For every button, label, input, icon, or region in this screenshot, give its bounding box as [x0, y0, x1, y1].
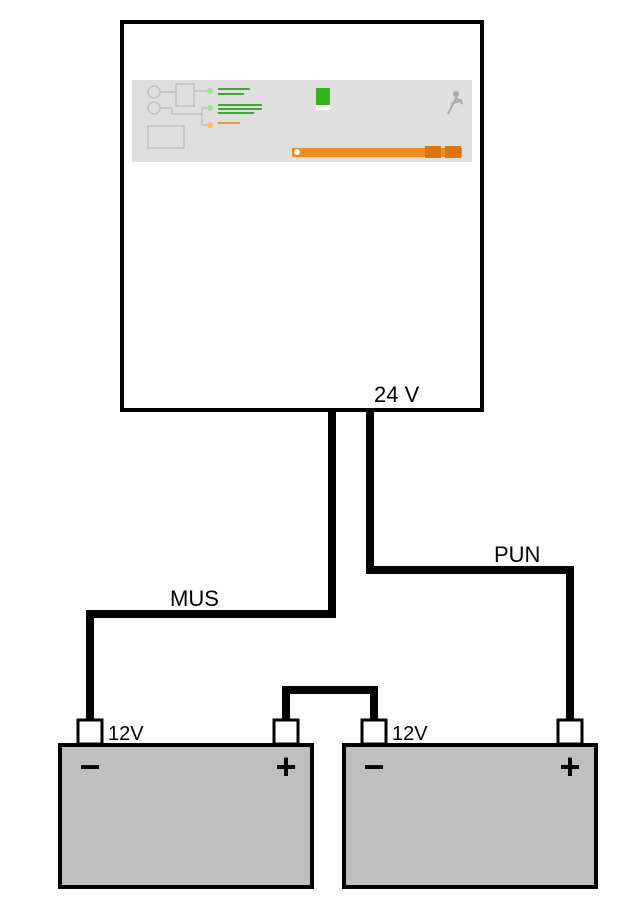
battery-2-pos-terminal	[558, 720, 582, 744]
neg-wire-label: MUS	[170, 586, 219, 611]
pos-wire-label: PUN	[494, 542, 540, 567]
negative-wire	[90, 410, 332, 720]
battery-2-pos-symbol: +	[559, 746, 580, 787]
wiring-diagram: 24 VMUSPUN12V−+12V−+	[0, 0, 627, 905]
device-voltage-label: 24 V	[374, 382, 420, 407]
battery-1-neg-terminal	[78, 720, 102, 744]
battery-1-pos-terminal	[274, 720, 298, 744]
battery-1-voltage-label: 12V	[108, 723, 144, 745]
battery-2-neg-terminal	[362, 720, 386, 744]
battery-2-neg-symbol: −	[363, 746, 384, 787]
battery-1-pos-symbol: +	[275, 746, 296, 787]
battery-2-voltage-label: 12V	[392, 723, 428, 745]
series-link-wire	[286, 690, 374, 720]
battery-1-neg-symbol: −	[79, 746, 100, 787]
